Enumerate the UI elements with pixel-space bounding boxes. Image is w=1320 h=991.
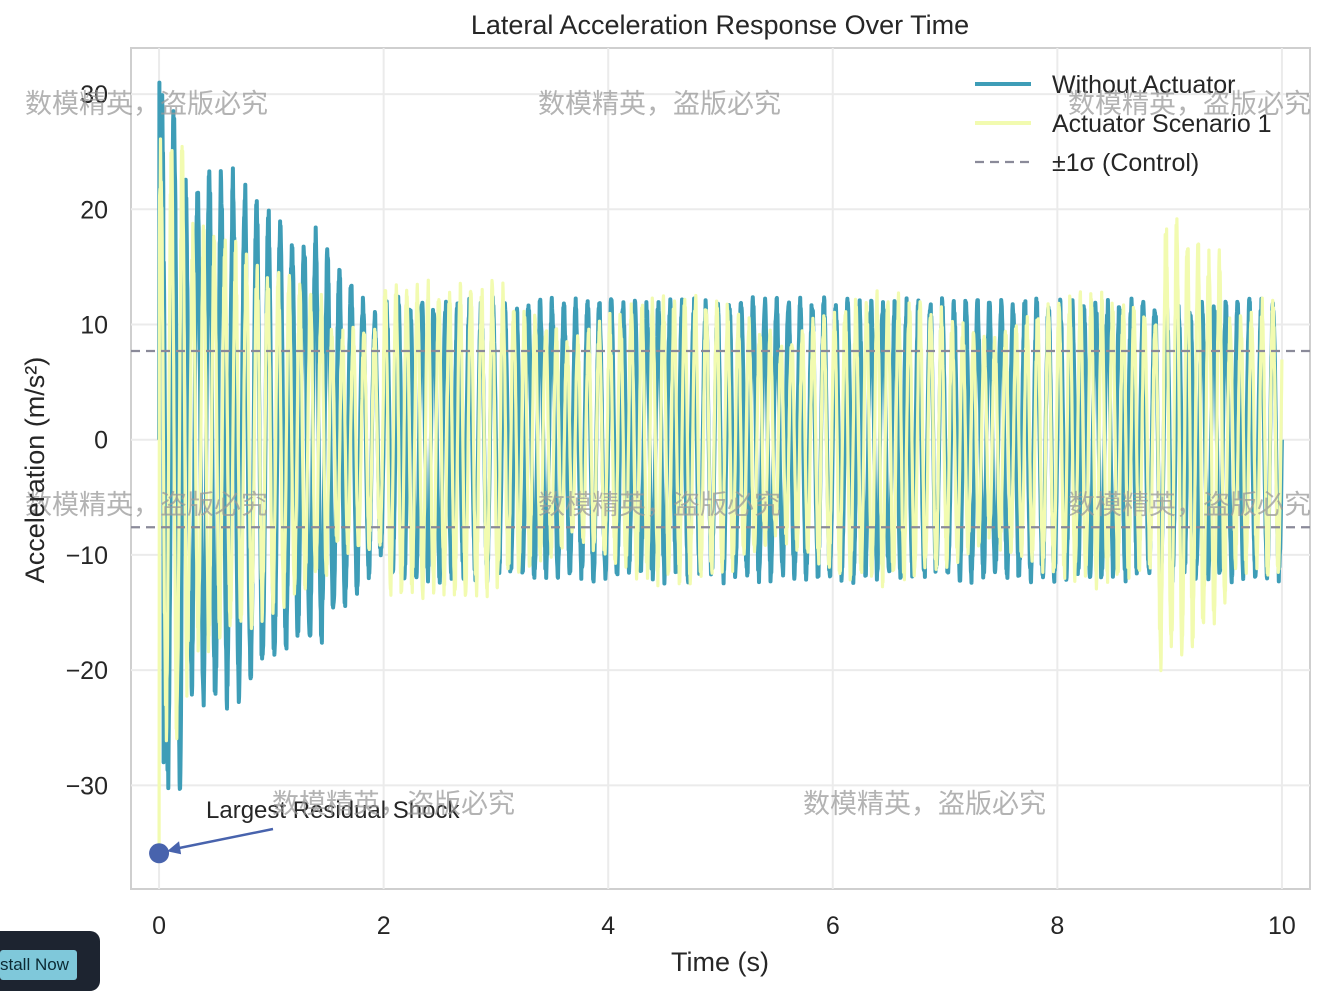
watermark-text: 数模精英，盗版必究 [803, 789, 1046, 819]
watermark-text: 数模精英，盗版必究 [1068, 89, 1311, 119]
legend-label-sigma-control: ±1σ (Control) [1052, 149, 1199, 177]
y-tick-label: 20 [80, 196, 108, 224]
annotation-marker [149, 843, 170, 864]
tick-labels: 0 2 4 6 8 10 −30 −20 −10 0 10 20 30 [66, 81, 1296, 940]
x-tick-label: 6 [826, 912, 840, 940]
x-tick-label: 2 [377, 912, 391, 940]
y-tick-label: −20 [66, 657, 108, 685]
watermark-text: 数模精英，盗版必究 [25, 490, 268, 520]
legend-label-actuator-scenario-1: Actuator Scenario 1 [1052, 110, 1272, 138]
y-axis-label: Acceleration (m/s²) [20, 357, 50, 584]
reference-lines [131, 349, 1310, 529]
watermark-text: 数模精英，盗版必究 [538, 490, 781, 520]
legend-label-without-actuator: Without Actuator [1052, 71, 1235, 99]
watermark-text: 数模精英，盗版必究 [538, 89, 781, 119]
y-tick-label: 30 [80, 81, 108, 109]
y-tick-label: −30 [66, 772, 108, 800]
x-tick-label: 0 [152, 912, 166, 940]
annotation-text: Largest Residual Shock [206, 797, 460, 824]
install-now-button[interactable]: stall Now [0, 950, 77, 980]
watermark-text: 数模精英，盗版必究 [1068, 490, 1311, 520]
annotation-arrow [172, 827, 274, 851]
x-tick-label: 10 [1268, 912, 1296, 940]
series-line-actuator-scenario-1 [157, 137, 1284, 854]
x-tick-label: 8 [1050, 912, 1064, 940]
watermark-text: 数模精英，盗版必究 [25, 89, 268, 119]
y-tick-label: 0 [94, 427, 108, 455]
chart-title: Lateral Acceleration Response Over Time [471, 10, 969, 40]
x-axis-label: Time (s) [671, 947, 769, 977]
series-layer [157, 80, 1284, 854]
y-tick-label: 10 [80, 311, 108, 339]
annotation-arrowhead [167, 841, 182, 855]
watermark-text: 数模精英，盗版必究 [272, 789, 515, 819]
y-tick-label: −10 [66, 542, 108, 570]
annotation: Largest Residual Shock [149, 797, 460, 864]
legend: Without Actuator Actuator Scenario 1 ±1σ (… [975, 71, 1272, 177]
x-tick-label: 4 [601, 912, 615, 940]
